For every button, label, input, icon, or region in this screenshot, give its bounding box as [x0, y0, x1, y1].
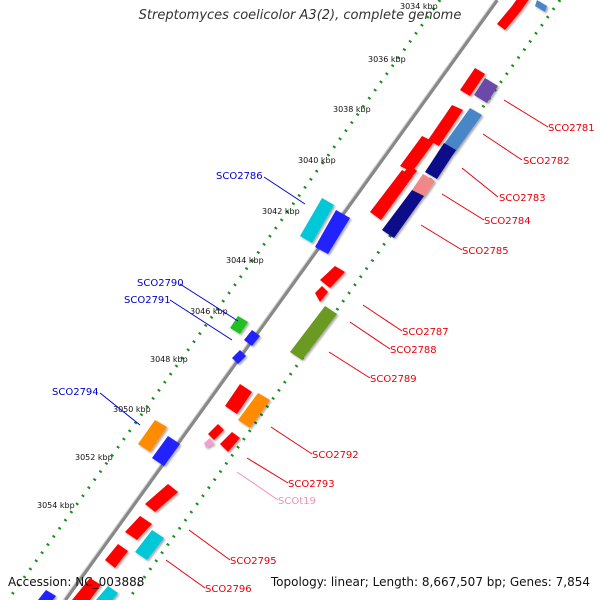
- gene-feature[interactable]: [290, 306, 337, 360]
- accession-text: Accession: NC_003888: [8, 575, 145, 589]
- gene-feature[interactable]: [315, 286, 328, 302]
- gene-label[interactable]: SCO2792: [312, 450, 359, 461]
- gene-label[interactable]: SCOt19: [278, 496, 316, 507]
- scale-ticks: 3034 kbp 3036 kbp 3038 kbp 3040 kbp 3042…: [37, 2, 438, 510]
- genome-title: Streptomyces coelicolor A3(2), complete …: [138, 8, 462, 23]
- gene-feature[interactable]: [230, 316, 248, 334]
- genome-backbone-highlight: [62, 0, 496, 600]
- gene-feature[interactable]: [425, 143, 456, 179]
- gene-feature[interactable]: [208, 424, 224, 440]
- gene-label[interactable]: SCO2782: [523, 156, 570, 167]
- gene-feature[interactable]: [300, 198, 334, 243]
- gene-label[interactable]: SCO2790: [137, 278, 184, 289]
- gene-feature[interactable]: [220, 432, 240, 452]
- gene-label[interactable]: SCO2787: [402, 327, 449, 338]
- tick-label: 3052 kbp: [75, 453, 113, 462]
- gene-feature[interactable]: [225, 384, 252, 414]
- gene-feature[interactable]: [428, 105, 463, 146]
- gene-feature[interactable]: [96, 586, 118, 600]
- tick-label: 3034 kbp: [400, 2, 438, 11]
- gene-label[interactable]: SCO2788: [390, 345, 437, 356]
- reverse-strand-features: [38, 198, 350, 600]
- gene-feature[interactable]: [204, 438, 214, 448]
- gene-feature[interactable]: [238, 393, 270, 428]
- genome-stats-text: Topology: linear; Length: 8,667,507 bp; …: [270, 575, 590, 589]
- gene-feature[interactable]: [370, 170, 413, 220]
- gene-feature[interactable]: [412, 174, 435, 197]
- gene-feature[interactable]: [125, 516, 152, 540]
- gene-label[interactable]: SCO2785: [462, 246, 509, 257]
- tick-label: 3038 kbp: [333, 105, 371, 114]
- gene-label[interactable]: SCO2783: [499, 193, 546, 204]
- gene-label[interactable]: SCO2796: [205, 584, 252, 595]
- gene-label[interactable]: SCO2789: [370, 374, 417, 385]
- gene-feature[interactable]: [315, 210, 350, 254]
- label-connectors: [99, 99, 549, 589]
- gene-feature[interactable]: [442, 108, 482, 154]
- gene-label[interactable]: SCO2793: [288, 479, 335, 490]
- gene-feature[interactable]: [400, 136, 434, 172]
- forward-strand-features: [72, 0, 547, 600]
- gene-label[interactable]: SCO2784: [484, 216, 531, 227]
- tick-label: 3046 kbp: [190, 307, 228, 316]
- gene-feature[interactable]: [232, 350, 246, 364]
- gene-feature[interactable]: [320, 266, 345, 288]
- gene-label[interactable]: SCO2786: [216, 171, 263, 182]
- gene-feature[interactable]: [135, 530, 164, 560]
- gene-feature[interactable]: [72, 578, 101, 600]
- tick-label: 3042 kbp: [262, 207, 300, 216]
- gene-feature[interactable]: [152, 436, 180, 466]
- gene-label[interactable]: SCO2795: [230, 556, 277, 567]
- gene-feature[interactable]: [145, 484, 178, 512]
- gene-labels: SCO2781 SCO2782 SCO2783 SCO2784 SCO2785 …: [52, 123, 595, 595]
- gene-label[interactable]: SCO2794: [52, 387, 99, 398]
- gene-feature[interactable]: [382, 190, 424, 238]
- tick-label: 3036 kbp: [368, 55, 406, 64]
- gene-label[interactable]: SCO2781: [548, 123, 595, 134]
- tick-label: 3044 kbp: [226, 256, 264, 265]
- tick-label: 3040 kbp: [298, 156, 336, 165]
- gene-feature[interactable]: [535, 0, 547, 12]
- gene-feature[interactable]: [460, 68, 485, 96]
- tick-label: 3050 kbp: [113, 405, 151, 414]
- genome-backbone: [63, 0, 499, 600]
- gene-label[interactable]: SCO2791: [124, 295, 171, 306]
- scale-track-left: [6, 0, 442, 600]
- tick-label: 3054 kbp: [37, 501, 75, 510]
- tick-label: 3048 kbp: [150, 355, 188, 364]
- gene-feature[interactable]: [497, 0, 530, 30]
- gene-feature[interactable]: [244, 330, 260, 346]
- gene-feature[interactable]: [38, 590, 56, 600]
- gene-feature[interactable]: [138, 420, 167, 452]
- gene-feature[interactable]: [105, 544, 128, 568]
- gene-feature[interactable]: [474, 78, 498, 103]
